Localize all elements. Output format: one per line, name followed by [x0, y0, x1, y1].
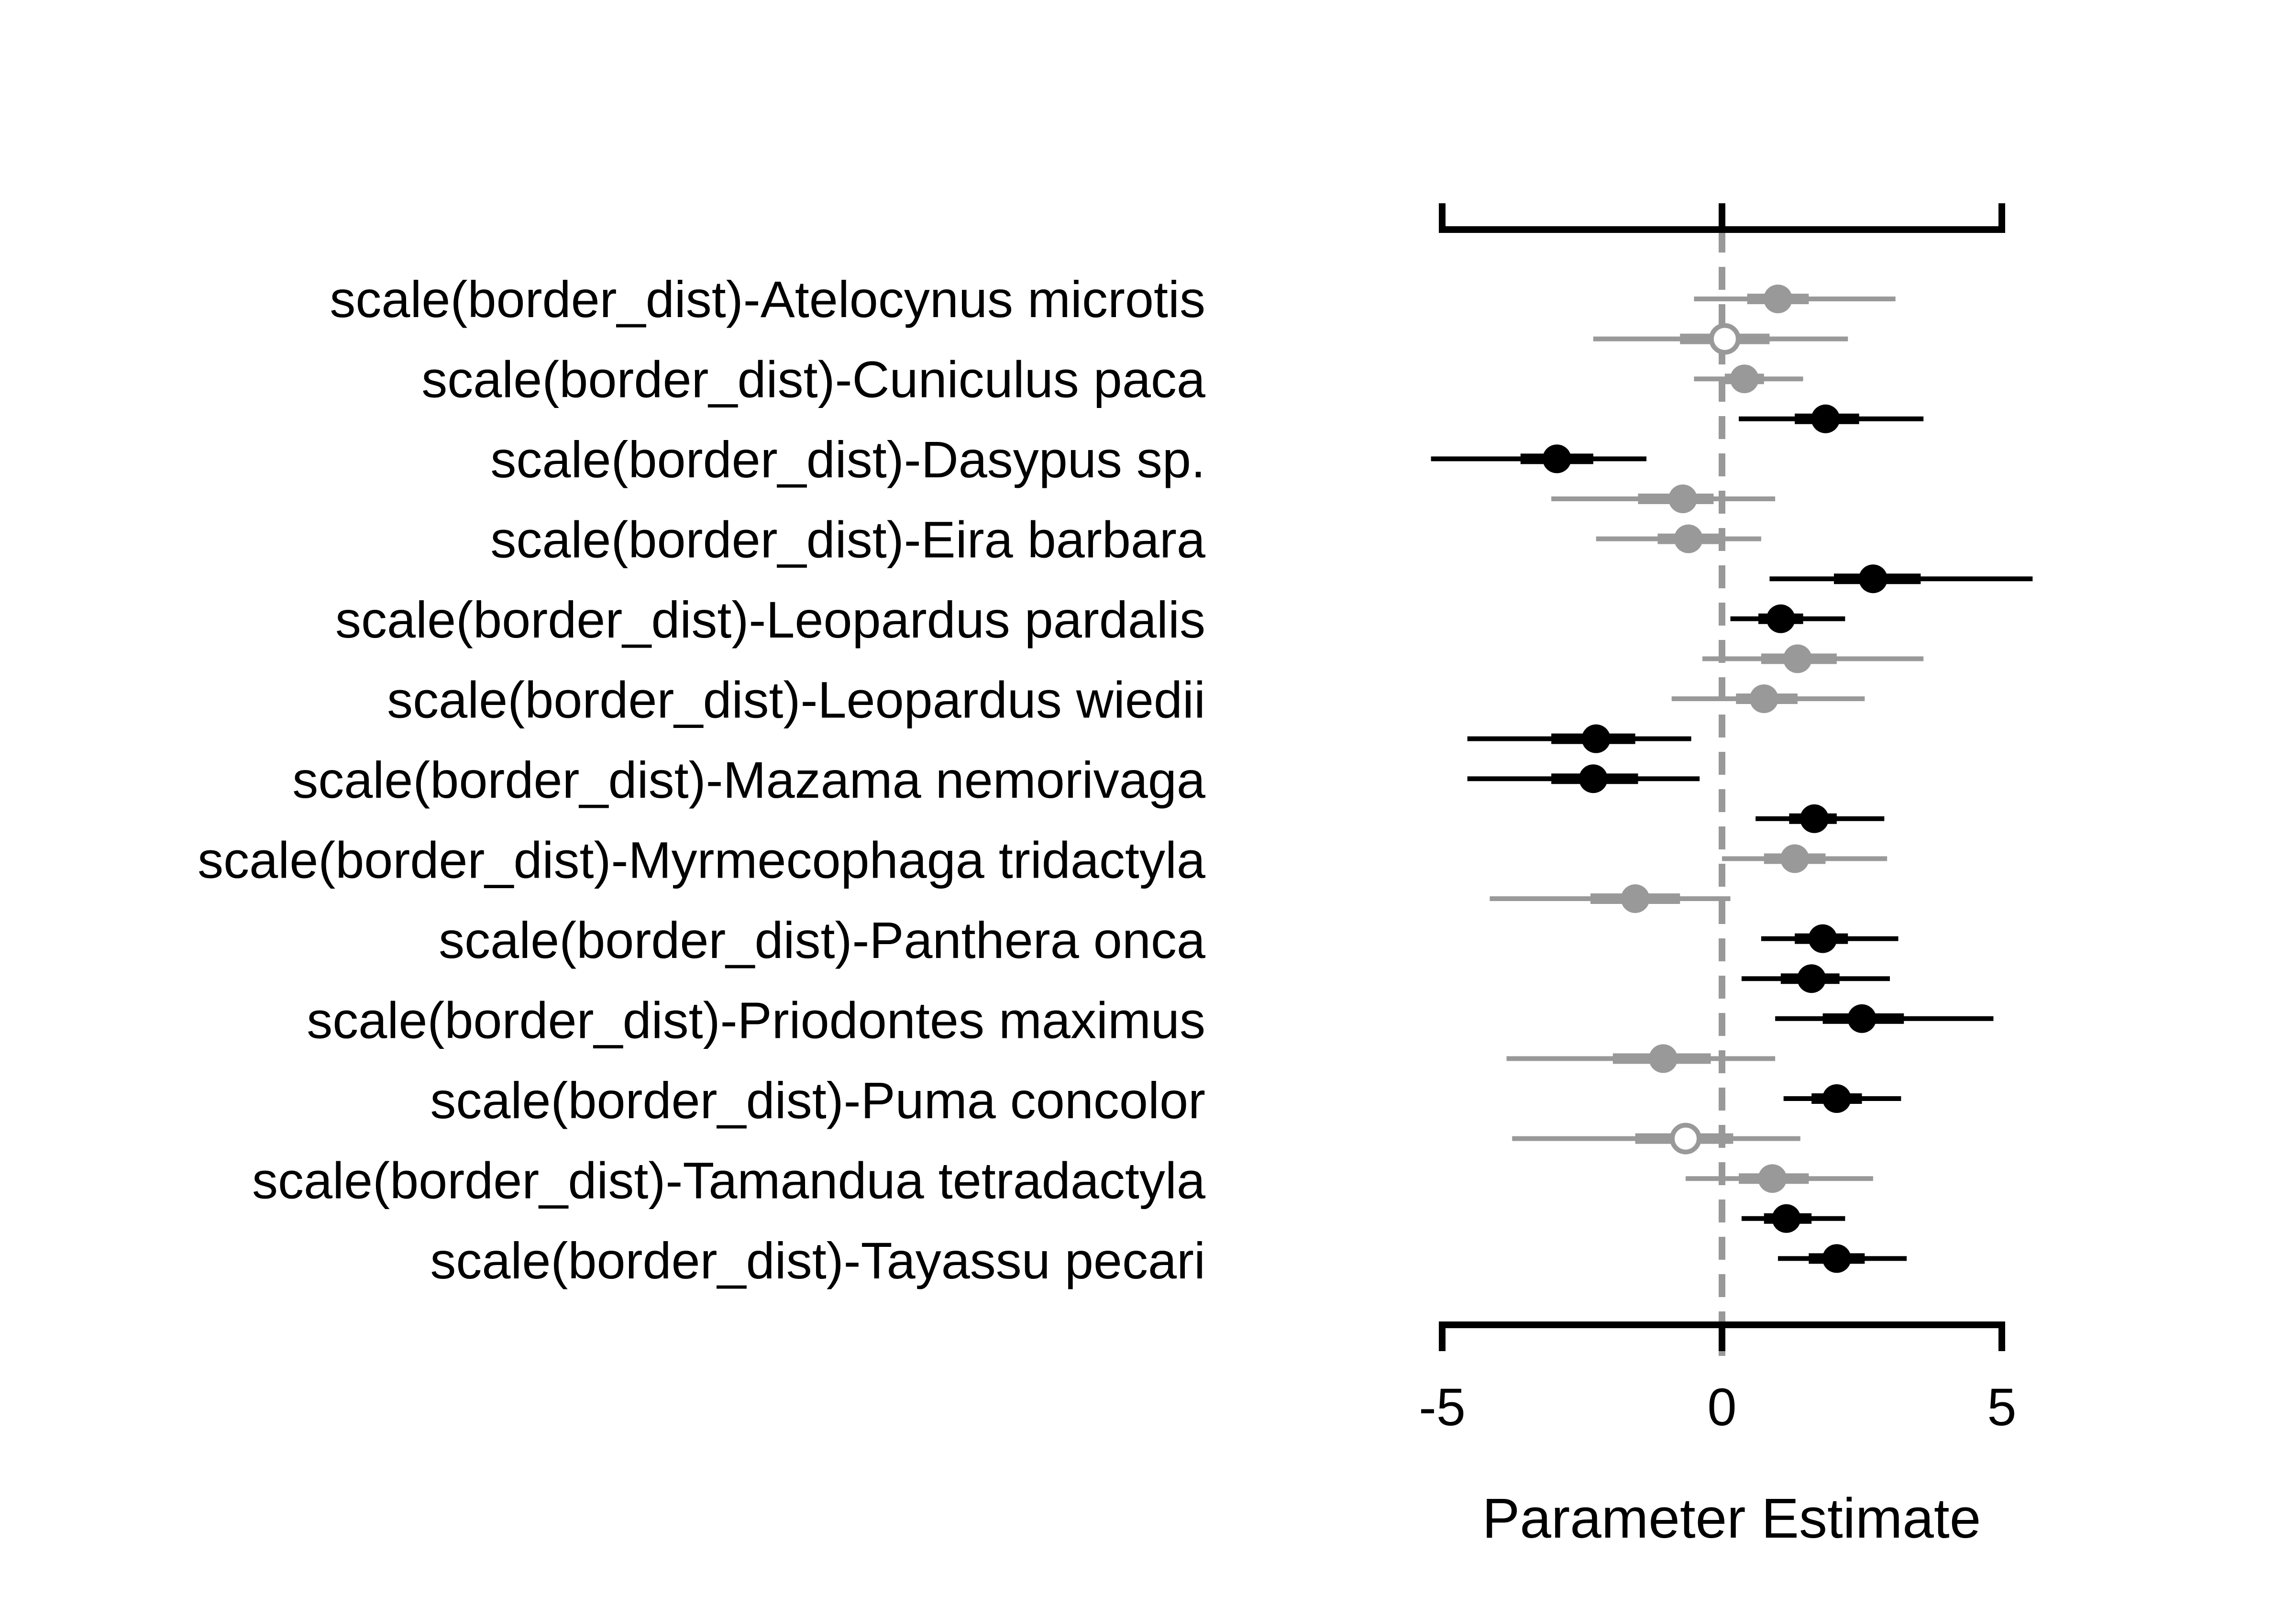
estimate-point	[1847, 1004, 1877, 1033]
y-tick-label: scale(border_dist)-Panthera onca	[439, 911, 1206, 969]
estimate-point	[1772, 1204, 1801, 1233]
y-tick-label: scale(border_dist)-Leopardus wiedii	[387, 671, 1205, 729]
estimate-point	[1858, 564, 1888, 594]
estimate-point	[1542, 444, 1571, 473]
x-axis-title: Parameter Estimate	[1482, 1487, 1981, 1550]
estimate-row	[1512, 1123, 1800, 1155]
estimate-row	[1685, 1164, 1873, 1193]
estimate-row	[1739, 404, 1924, 433]
estimate-row	[1671, 684, 1865, 713]
estimate-row	[1755, 804, 1885, 833]
x-tick-label: -5	[1419, 1378, 1466, 1437]
y-tick-label: scale(border_dist)-Tamandua tetradactyla	[252, 1152, 1206, 1210]
y-axis-labels: scale(border_dist)-Atelocynus microtis sc…	[198, 270, 1206, 1289]
estimate-row	[1741, 1204, 1845, 1233]
estimate-point	[1822, 1084, 1851, 1113]
estimate-row	[1702, 644, 1924, 673]
y-tick-label: scale(border_dist)-Dasypus sp.	[490, 430, 1205, 488]
estimate-point	[1730, 364, 1759, 394]
estimate-row	[1741, 964, 1890, 993]
y-tick-label: scale(border_dist)-Eira barbara	[490, 511, 1206, 569]
estimate-row	[1551, 484, 1776, 513]
estimate-point	[1578, 764, 1608, 793]
estimate-point	[1668, 484, 1698, 513]
estimate-point	[1808, 924, 1837, 953]
estimate-row	[1593, 323, 1848, 355]
estimate-point	[1749, 684, 1778, 713]
estimate-marks	[1431, 285, 2033, 1273]
estimate-point	[1780, 844, 1810, 873]
y-tick-label: scale(border_dist)-Leopardus pardalis	[335, 591, 1205, 649]
estimate-point	[1800, 804, 1829, 833]
estimate-row	[1722, 844, 1888, 873]
estimate-row	[1694, 285, 1896, 313]
estimate-point	[1783, 644, 1812, 673]
y-tick-label: scale(border_dist)-Myrmecophaga tridacty…	[198, 831, 1206, 889]
estimate-point	[1811, 404, 1840, 433]
estimate-row	[1775, 1004, 1994, 1033]
estimate-row	[1506, 1044, 1776, 1073]
estimate-point	[1621, 884, 1650, 913]
estimate-row	[1778, 1244, 1907, 1273]
estimate-row	[1730, 604, 1845, 633]
estimate-row	[1467, 764, 1700, 793]
estimate-row	[1596, 524, 1761, 553]
estimate-point	[1822, 1244, 1851, 1273]
estimate-point	[1649, 1044, 1678, 1073]
y-tick-label: scale(border_dist)-Priodontes maximus	[307, 991, 1205, 1049]
estimate-row	[1467, 724, 1691, 753]
estimate-point	[1674, 524, 1703, 553]
estimate-point	[1758, 1164, 1787, 1193]
estimate-point-open	[1709, 323, 1741, 355]
estimate-row	[1761, 924, 1899, 953]
y-tick-label: scale(border_dist)-Puma concolor	[430, 1071, 1205, 1129]
x-axes: -5 0 5	[1419, 203, 2017, 1437]
estimate-point	[1581, 724, 1611, 753]
y-tick-label: scale(border_dist)-Atelocynus microtis	[330, 270, 1205, 328]
estimate-point	[1766, 604, 1795, 633]
estimate-row	[1431, 444, 1647, 473]
estimate-point	[1764, 285, 1792, 313]
y-tick-label: scale(border_dist)-Tayassu pecari	[430, 1232, 1205, 1289]
x-tick-label: 0	[1707, 1378, 1736, 1437]
estimate-row	[1783, 1084, 1901, 1113]
estimate-row	[1490, 884, 1731, 913]
estimate-row	[1769, 564, 2033, 594]
y-tick-label: scale(border_dist)-Cuniculus paca	[421, 351, 1206, 408]
estimate-point-open	[1669, 1123, 1701, 1155]
x-tick-label: 5	[1987, 1378, 2016, 1437]
estimate-point	[1797, 964, 1826, 993]
estimate-row	[1694, 364, 1803, 394]
y-tick-label: scale(border_dist)-Mazama nemorivaga	[292, 751, 1206, 809]
